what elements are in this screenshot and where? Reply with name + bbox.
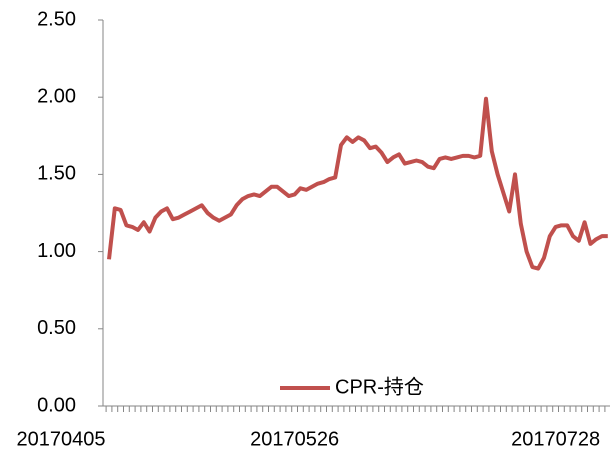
x-tick-label: 20170526 — [250, 428, 339, 450]
x-tick-label: 20170405 — [17, 428, 106, 450]
y-tick-label: 0.50 — [37, 317, 76, 339]
y-tick-label: 1.50 — [37, 163, 76, 185]
y-tick-label: 2.50 — [37, 8, 76, 30]
y-tick-label: 1.00 — [37, 240, 76, 262]
legend-label: CPR-持仓 — [335, 375, 424, 398]
data-line — [107, 96, 608, 271]
y-tick-label: 0.00 — [37, 394, 76, 416]
y-tick-label: 2.00 — [37, 85, 76, 107]
x-tick-label: 20170728 — [511, 428, 600, 450]
